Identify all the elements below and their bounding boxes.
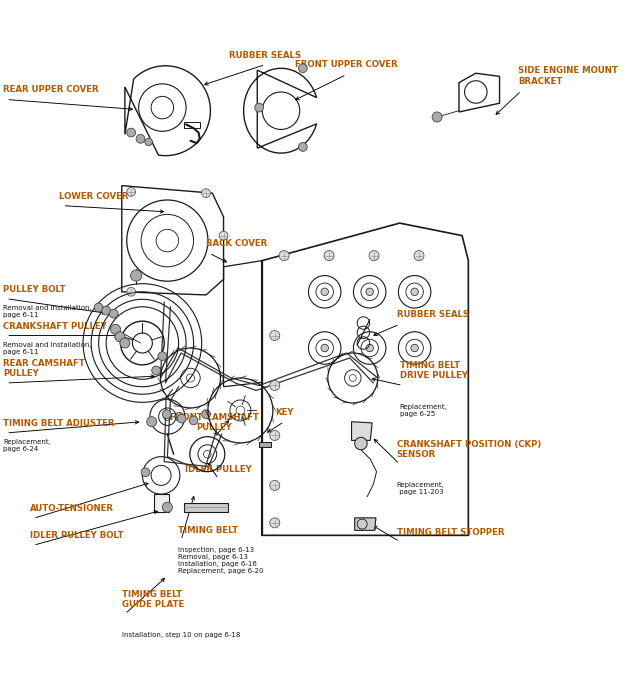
Text: AUTO-TENSIONER: AUTO-TENSIONER [30, 505, 114, 514]
Circle shape [279, 251, 289, 260]
Bar [184, 503, 228, 512]
Circle shape [321, 345, 328, 351]
Text: Installation, step 10 on page 6-18: Installation, step 10 on page 6-18 [122, 632, 240, 638]
Circle shape [202, 410, 211, 418]
Text: IDLER PULLEY: IDLER PULLEY [185, 465, 252, 474]
Circle shape [189, 416, 198, 425]
Text: TIMING BELT: TIMING BELT [178, 526, 238, 535]
Text: Replacement,
 page 11-203: Replacement, page 11-203 [397, 482, 444, 496]
Circle shape [355, 437, 367, 450]
Circle shape [411, 345, 419, 351]
Text: IDLER PULLEY BOLT: IDLER PULLEY BOLT [30, 531, 124, 540]
Text: REAR UPPER COVER: REAR UPPER COVER [3, 86, 99, 95]
Circle shape [131, 270, 141, 281]
Text: LOWER COVER: LOWER COVER [60, 191, 129, 200]
Circle shape [102, 306, 111, 315]
Circle shape [298, 143, 307, 151]
Circle shape [177, 414, 186, 423]
Circle shape [127, 128, 136, 137]
Text: TIMING BELT
GUIDE PLATE: TIMING BELT GUIDE PLATE [122, 590, 184, 609]
Text: Removal and Installation,
page 6-11: Removal and Installation, page 6-11 [3, 342, 92, 355]
Circle shape [115, 332, 125, 342]
Circle shape [270, 381, 280, 390]
Text: Replacement,
page 6-25: Replacement, page 6-25 [399, 404, 447, 417]
Circle shape [120, 338, 130, 348]
Circle shape [141, 468, 150, 477]
Circle shape [152, 366, 161, 375]
Circle shape [136, 134, 145, 143]
Polygon shape [154, 494, 168, 512]
Bar [184, 122, 200, 128]
Circle shape [411, 288, 419, 296]
Circle shape [147, 417, 157, 427]
Text: BACK COVER: BACK COVER [206, 239, 268, 248]
Text: CRANKSHAFT PULLEY: CRANKSHAFT PULLEY [3, 322, 107, 331]
Circle shape [94, 303, 103, 312]
Circle shape [175, 412, 184, 421]
Text: RUBBER SEALS: RUBBER SEALS [397, 310, 468, 319]
Circle shape [109, 309, 118, 318]
Text: KEY: KEY [275, 408, 293, 417]
Circle shape [219, 231, 228, 240]
Circle shape [366, 345, 373, 351]
Polygon shape [351, 422, 372, 441]
Circle shape [270, 518, 280, 528]
Bar [259, 442, 271, 447]
Circle shape [324, 251, 334, 260]
Circle shape [432, 112, 442, 122]
Circle shape [145, 139, 152, 145]
Text: CRANKSHAFT POSITION (CKP)
SENSOR: CRANKSHAFT POSITION (CKP) SENSOR [397, 440, 541, 459]
Circle shape [366, 288, 373, 296]
Text: Replacement,
page 6-24: Replacement, page 6-24 [3, 439, 51, 452]
Circle shape [163, 503, 172, 512]
Circle shape [158, 351, 167, 361]
Circle shape [202, 189, 211, 198]
Text: SIDE ENGINE MOUNT
BRACKET: SIDE ENGINE MOUNT BRACKET [518, 66, 618, 86]
Polygon shape [355, 518, 376, 530]
Text: TIMING BELT
DRIVE PULLEY: TIMING BELT DRIVE PULLEY [399, 361, 468, 381]
Text: TIMING BELT STOPPER: TIMING BELT STOPPER [397, 528, 504, 537]
Circle shape [270, 480, 280, 491]
Circle shape [127, 287, 136, 296]
Text: FRONT UPPER COVER: FRONT UPPER COVER [295, 61, 398, 70]
Circle shape [163, 410, 171, 418]
Circle shape [298, 64, 307, 72]
Circle shape [321, 288, 328, 296]
Circle shape [255, 103, 264, 112]
Circle shape [369, 251, 379, 260]
Text: Inspection, page 6-13
Removal, page 6-13
Installation, page 6-16
Replacement, pa: Inspection, page 6-13 Removal, page 6-13… [178, 547, 264, 574]
Circle shape [270, 430, 280, 441]
Circle shape [127, 187, 136, 196]
Text: PULLEY BOLT: PULLEY BOLT [3, 285, 66, 294]
Circle shape [270, 331, 280, 340]
Text: Removal and Installation,
page 6-11: Removal and Installation, page 6-11 [3, 306, 92, 318]
Text: FRONT CAMSHAFT
PULLEY: FRONT CAMSHAFT PULLEY [170, 413, 259, 432]
Circle shape [111, 324, 120, 334]
Text: TIMING BELT ADJUSTER: TIMING BELT ADJUSTER [3, 419, 115, 428]
Circle shape [414, 251, 424, 260]
Text: REAR CAMSHAFT
PULLEY: REAR CAMSHAFT PULLEY [3, 358, 85, 378]
Text: RUBBER SEALS: RUBBER SEALS [229, 51, 301, 59]
